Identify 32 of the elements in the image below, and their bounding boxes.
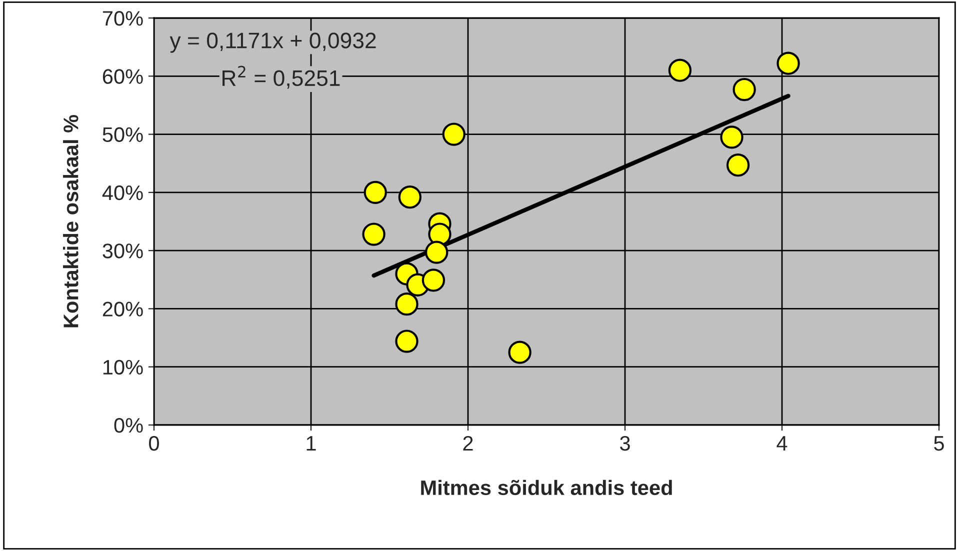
point [395,292,418,316]
y-axis-title: Kontaktide osakaal % [63,114,78,328]
y-tick-label: 0% [114,418,143,433]
point [668,58,692,82]
y-tick-label: 20% [102,302,143,316]
point [425,240,448,264]
point [422,268,446,292]
y-tick-label: 60% [102,69,143,84]
point [720,126,744,149]
y-tick-label: 30% [102,244,143,258]
point [364,180,387,204]
point [776,52,800,75]
y-tick-label: 10% [103,360,143,375]
point [732,78,756,102]
x-tick-label: 2 [463,436,473,451]
point [508,340,532,364]
x-tick-label: 4 [776,436,788,451]
y-tick-label: 40% [102,185,143,200]
x-axis-title: Mitmes sõiduk andis teed [421,480,672,496]
y-tick-label: 70% [102,11,143,26]
annotation: R$^{2}$ = 0,5251 [222,66,340,89]
x-tick-label: 3 [620,436,630,451]
point [362,222,386,246]
point [442,122,466,146]
annotation: y = 0,1171x + 0,0932 [170,32,376,53]
point [726,154,750,177]
x-tick-label: 1 [306,436,316,451]
x-tick-label: 5 [934,436,944,451]
y-tick-label: 50% [102,127,143,142]
x-tick-label: 0 [149,436,159,451]
point [398,186,422,209]
point [395,330,418,353]
